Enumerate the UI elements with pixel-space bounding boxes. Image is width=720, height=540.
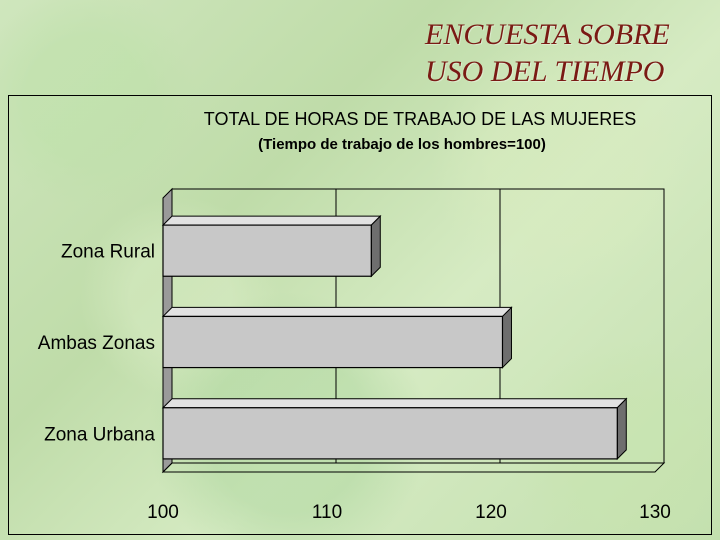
bar-top-face: [161, 215, 382, 226]
bar-end-face: [501, 306, 512, 369]
x-tick-label: 100: [147, 502, 179, 523]
slide-title-line1: ENCUESTA SOBRE: [425, 18, 670, 51]
plot-area: 100 110 120 130 Zona Rural Ambas Zonas Zona Ur…: [38, 187, 671, 523]
bar: [162, 407, 618, 460]
category-label: Zona Rural: [61, 242, 155, 263]
plot-floor: [161, 462, 666, 473]
chart-frame: [8, 95, 712, 535]
bar-top-face: [161, 306, 513, 317]
x-tick-label: 110: [312, 502, 342, 523]
chart-title: TOTAL DE HORAS DE TRABAJO DE LAS MUJERES: [204, 109, 636, 129]
category-label: Zona Urbana: [44, 424, 155, 445]
bar: [162, 315, 504, 369]
bar: [162, 224, 372, 277]
slide-title-line2: USO DEL TIEMPO: [425, 55, 665, 88]
category-label: Ambas Zonas: [38, 333, 155, 354]
slide-title: ENCUESTA SOBRE USO DEL TIEMPO: [425, 16, 670, 90]
bar-end-face: [370, 214, 381, 278]
bar-top-face: [161, 398, 628, 409]
x-tick-label: 130: [639, 502, 671, 523]
bar-end-face: [616, 397, 627, 461]
x-tick-label: 120: [475, 502, 507, 523]
chart-subtitle: (Tiempo de trabajo de los hombres=100): [258, 136, 546, 153]
